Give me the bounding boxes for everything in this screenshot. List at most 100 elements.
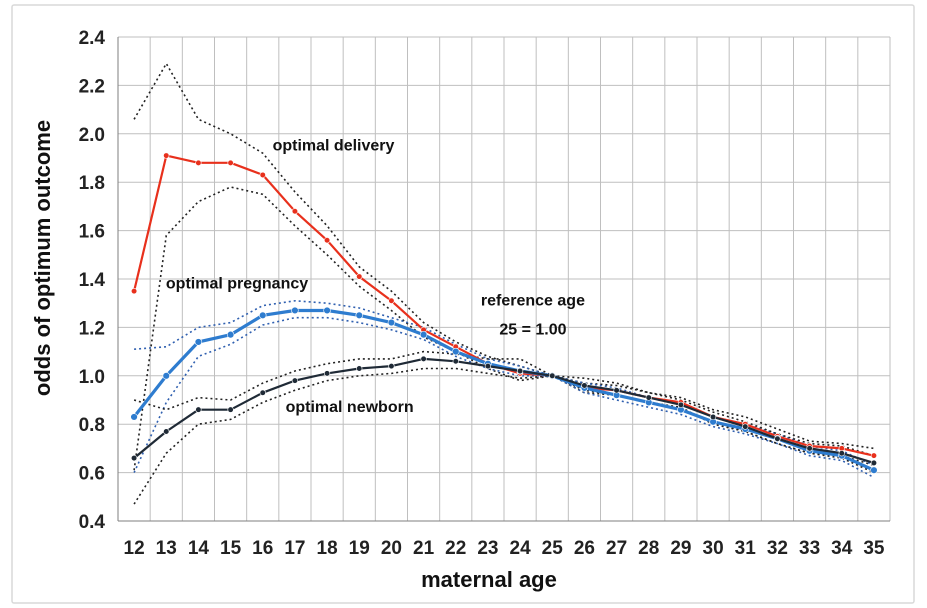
data-point xyxy=(452,358,459,365)
y-tick-label: 2.4 xyxy=(79,28,106,49)
data-point xyxy=(709,413,717,421)
confidence-bound-upper xyxy=(133,350,875,457)
x-tick-label: 18 xyxy=(317,538,338,559)
x-tick-label: 17 xyxy=(284,538,305,559)
x-tick-label: 27 xyxy=(606,538,627,559)
x-tick-label: 26 xyxy=(574,538,595,559)
x-tick-label: 19 xyxy=(349,538,370,559)
data-point xyxy=(227,159,234,166)
x-tick-label: 21 xyxy=(413,538,435,559)
data-point xyxy=(870,466,878,474)
x-tick-label: 28 xyxy=(638,538,659,559)
series xyxy=(130,152,878,474)
data-point xyxy=(419,330,428,339)
data-point xyxy=(677,401,685,408)
data-point xyxy=(259,389,266,396)
data-point xyxy=(870,452,878,459)
data-point xyxy=(613,387,620,394)
data-point xyxy=(549,372,556,379)
axes: 0.4 0.6 0.8 1.0 1.2 1.4 1.6 1.8 2.0 2.2 2.4 12 13 14 1… xyxy=(79,28,890,559)
confidence-bound-upper xyxy=(133,61,875,450)
data-point xyxy=(130,454,138,462)
data-point xyxy=(356,365,363,372)
grid xyxy=(117,36,891,522)
data-point xyxy=(387,318,396,327)
data-point xyxy=(806,445,813,452)
x-tick-label: 35 xyxy=(863,538,885,559)
y-tick-label: 0.4 xyxy=(79,512,106,533)
data-point xyxy=(388,363,395,370)
data-point xyxy=(355,311,363,319)
x-tick-label: 30 xyxy=(703,538,724,559)
data-point xyxy=(420,355,427,362)
confidence-bound-lower xyxy=(133,316,875,479)
data-point xyxy=(291,377,299,384)
y-tick-label: 1.6 xyxy=(79,222,105,243)
data-point xyxy=(291,306,299,315)
x-tick-label: 33 xyxy=(799,538,820,559)
y-axis-title: odds of optimum outcome xyxy=(30,120,55,396)
annotations: optimal delivery optimal pregnancy optimal… xyxy=(166,138,585,416)
data-point xyxy=(452,347,460,356)
annotation-label: optimal delivery xyxy=(273,138,395,155)
data-point xyxy=(291,208,299,215)
data-point xyxy=(645,394,652,401)
chart-frame xyxy=(11,4,915,604)
x-tick-label: 24 xyxy=(510,538,532,559)
data-point xyxy=(323,237,331,244)
data-point xyxy=(195,406,202,413)
x-axis-title: maternal age xyxy=(421,567,557,592)
data-point xyxy=(516,367,524,375)
data-point xyxy=(388,297,395,304)
data-point xyxy=(195,159,202,166)
x-tick-label: 25 xyxy=(542,538,564,559)
y-tick-label: 1.4 xyxy=(79,270,106,291)
data-point xyxy=(742,423,749,430)
annotation-label: optimal newborn xyxy=(286,399,414,416)
series-line xyxy=(132,308,875,472)
data-point xyxy=(870,459,878,467)
annotation-label: reference age xyxy=(481,293,585,310)
data-point xyxy=(130,413,138,421)
x-tick-label: 32 xyxy=(767,538,788,559)
x-tick-label: 29 xyxy=(670,538,691,559)
y-tick-label: 1.2 xyxy=(79,318,105,339)
series-line xyxy=(133,357,875,464)
data-point xyxy=(323,306,331,315)
data-point xyxy=(838,450,845,457)
data-point xyxy=(227,406,234,413)
y-tick-label: 1.8 xyxy=(79,173,105,194)
data-point xyxy=(259,171,266,179)
confidence-bound-lower xyxy=(133,186,875,471)
x-tick-label: 15 xyxy=(220,538,242,559)
y-tick-label: 1.0 xyxy=(79,367,105,388)
x-tick-label: 13 xyxy=(156,538,177,559)
x-tick-label: 12 xyxy=(124,538,145,559)
y-tick-label: 2.0 xyxy=(79,125,105,146)
confidence-bound-lower xyxy=(133,367,875,505)
data-point xyxy=(259,311,267,319)
data-point xyxy=(226,330,235,339)
data-point xyxy=(323,370,331,377)
data-point xyxy=(484,363,492,370)
data-point xyxy=(130,288,138,295)
data-point xyxy=(163,428,170,435)
x-tick-label: 22 xyxy=(445,538,466,559)
x-tick-label: 23 xyxy=(477,538,498,559)
data-point xyxy=(356,273,363,280)
x-tick-label: 16 xyxy=(252,538,273,559)
y-tick-label: 2.2 xyxy=(79,76,105,97)
x-tick-label: 34 xyxy=(831,538,853,559)
y-tick-label: 0.6 xyxy=(79,464,105,485)
data-point xyxy=(162,372,170,380)
y-tick-label: 0.8 xyxy=(79,415,105,436)
annotation-label: optimal pregnancy xyxy=(166,276,308,293)
annotation-label: 25 = 1.00 xyxy=(499,322,566,339)
data-point xyxy=(163,152,170,159)
data-point xyxy=(581,382,588,389)
data-point xyxy=(774,435,781,442)
x-tick-label: 20 xyxy=(381,538,402,559)
data-point xyxy=(194,338,203,346)
x-tick-label: 31 xyxy=(735,538,757,559)
